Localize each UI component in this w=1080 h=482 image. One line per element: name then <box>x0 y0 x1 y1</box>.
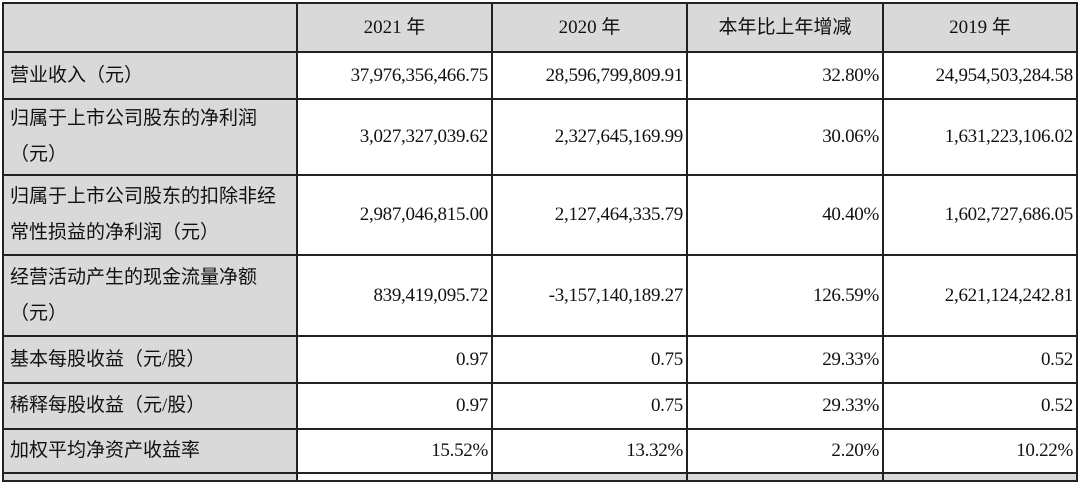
cell-partial <box>2 472 298 482</box>
cell-2020: 2,127,464,335.79 <box>491 174 688 256</box>
table-row: 稀释每股收益（元/股） 0.97 0.75 29.33% 0.52 <box>2 382 1078 430</box>
cell-change: 29.33% <box>686 382 884 430</box>
cell-2021: 2,987,046,815.00 <box>296 174 493 256</box>
row-label: 加权平均净资产收益率 <box>2 428 298 474</box>
cell-partial <box>686 472 884 482</box>
header-2020: 2020 年 <box>491 2 688 53</box>
cell-2021: 3,027,327,039.62 <box>296 98 493 176</box>
header-yoy-change: 本年比上年增减 <box>686 2 884 53</box>
header-2019: 2019 年 <box>882 2 1078 53</box>
cell-2020: 13.32% <box>491 428 688 474</box>
row-label: 经营活动产生的现金流量净额（元） <box>2 254 298 337</box>
cell-2020: -3,157,140,189.27 <box>491 254 688 337</box>
cell-change: 2.20% <box>686 428 884 474</box>
row-label: 基本每股收益（元/股） <box>2 335 298 384</box>
cell-2019: 24,954,503,284.58 <box>882 51 1078 100</box>
cell-partial <box>296 472 493 482</box>
table-row: 基本每股收益（元/股） 0.97 0.75 29.33% 0.52 <box>2 335 1078 384</box>
cell-2021: 839,419,095.72 <box>296 254 493 337</box>
header-row: 2021 年 2020 年 本年比上年增减 2019 年 <box>2 2 1078 53</box>
cell-2021: 15.52% <box>296 428 493 474</box>
cell-change: 30.06% <box>686 98 884 176</box>
cell-2020: 28,596,799,809.91 <box>491 51 688 100</box>
cell-2019: 1,602,727,686.05 <box>882 174 1078 256</box>
cell-change: 29.33% <box>686 335 884 384</box>
row-label: 稀释每股收益（元/股） <box>2 382 298 430</box>
table-row: 归属于上市公司股东的扣除非经常性损益的净利润（元） 2,987,046,815.… <box>2 174 1078 256</box>
row-label: 归属于上市公司股东的扣除非经常性损益的净利润（元） <box>2 174 298 256</box>
cell-2019: 0.52 <box>882 335 1078 384</box>
header-item <box>2 2 298 53</box>
cell-2020: 0.75 <box>491 335 688 384</box>
row-label: 归属于上市公司股东的净利润（元） <box>2 98 298 176</box>
cell-2021: 0.97 <box>296 335 493 384</box>
cell-change: 32.80% <box>686 51 884 100</box>
cell-2019: 0.52 <box>882 382 1078 430</box>
cell-2020: 2,327,645,169.99 <box>491 98 688 176</box>
cell-change: 126.59% <box>686 254 884 337</box>
cell-2021: 0.97 <box>296 382 493 430</box>
cell-2019: 1,631,223,106.02 <box>882 98 1078 176</box>
cell-2020: 0.75 <box>491 382 688 430</box>
cell-partial <box>491 472 688 482</box>
cell-2021: 37,976,356,466.75 <box>296 51 493 100</box>
cell-2019: 2,621,124,242.81 <box>882 254 1078 337</box>
cell-change: 40.40% <box>686 174 884 256</box>
cell-2019: 10.22% <box>882 428 1078 474</box>
header-2021: 2021 年 <box>296 2 493 53</box>
cell-partial <box>882 472 1078 482</box>
table-row: 归属于上市公司股东的净利润（元） 3,027,327,039.62 2,327,… <box>2 98 1078 176</box>
table-row: 加权平均净资产收益率 15.52% 13.32% 2.20% 10.22% <box>2 428 1078 474</box>
table-row: 营业收入（元） 37,976,356,466.75 28,596,799,809… <box>2 51 1078 100</box>
table-row: 经营活动产生的现金流量净额（元） 839,419,095.72 -3,157,1… <box>2 254 1078 337</box>
table-row-partial <box>2 472 1078 482</box>
row-label: 营业收入（元） <box>2 51 298 100</box>
